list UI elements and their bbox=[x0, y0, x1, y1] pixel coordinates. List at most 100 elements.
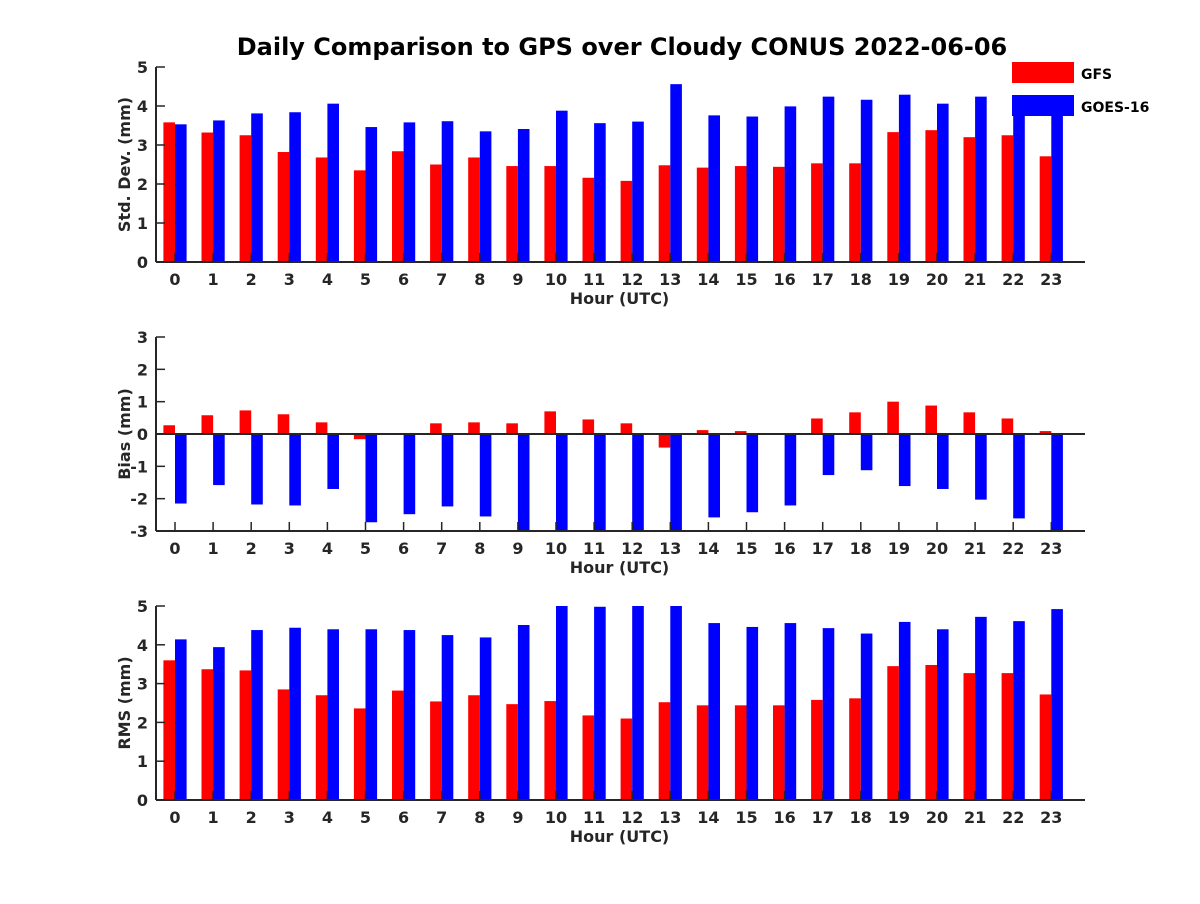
std-bar-gfs-22 bbox=[1001, 135, 1014, 262]
std-bar-goes16-14 bbox=[708, 115, 720, 262]
std-bar-goes16-13 bbox=[670, 84, 682, 262]
rms-bar-gfs-1 bbox=[201, 669, 214, 800]
bias-xtick-label: 20 bbox=[926, 539, 948, 558]
bias-bar-goes16-3 bbox=[289, 434, 301, 506]
bias-bar-goes16-0 bbox=[175, 434, 187, 504]
bias-bar-goes16-14 bbox=[708, 434, 720, 518]
bias-bar-goes16-12 bbox=[632, 434, 644, 531]
bias-xtick-label: 3 bbox=[284, 539, 295, 558]
rms-bar-gfs-23 bbox=[1039, 694, 1052, 800]
rms-xlabel: Hour (UTC) bbox=[570, 827, 670, 846]
std-bar-gfs-14 bbox=[696, 167, 709, 262]
std-bar-goes16-17 bbox=[822, 96, 835, 262]
bias-bar-goes16-22 bbox=[1013, 434, 1025, 519]
bias-bar-gfs-1 bbox=[201, 415, 214, 434]
bias-xtick-label: 2 bbox=[246, 539, 257, 558]
bias-bar-goes16-2 bbox=[251, 434, 263, 505]
bias-bar-gfs-7 bbox=[430, 423, 442, 434]
std-bar-gfs-13 bbox=[658, 165, 671, 262]
bias-bar-goes16-18 bbox=[860, 434, 873, 471]
rms-bar-gfs-22 bbox=[1001, 673, 1014, 800]
bias-bar-gfs-9 bbox=[506, 423, 518, 434]
rms-bar-goes16-11 bbox=[594, 606, 606, 800]
rms-bar-goes16-0 bbox=[175, 639, 187, 800]
std-bar-gfs-4 bbox=[315, 157, 328, 262]
rms-xtick-label: 2 bbox=[246, 808, 257, 827]
rms-bar-goes16-6 bbox=[403, 630, 416, 800]
std-bar-goes16-10 bbox=[556, 110, 568, 263]
std-ytick-label: 2 bbox=[137, 175, 148, 194]
bias-ytick-label: 3 bbox=[137, 328, 148, 347]
bias-xtick-label: 12 bbox=[621, 539, 643, 558]
std-ytick-label: 5 bbox=[137, 58, 148, 77]
std-xtick-label: 16 bbox=[773, 270, 795, 289]
bias-bar-gfs-23 bbox=[1039, 431, 1052, 434]
rms-bar-gfs-13 bbox=[658, 702, 671, 800]
std-xtick-label: 19 bbox=[888, 270, 910, 289]
std-xtick-label: 13 bbox=[659, 270, 681, 289]
std-ytick-label: 1 bbox=[137, 214, 148, 233]
std-xtick-label: 5 bbox=[360, 270, 371, 289]
std-bar-goes16-18 bbox=[860, 99, 873, 262]
rms-bar-gfs-8 bbox=[468, 695, 480, 800]
bias-bar-gfs-2 bbox=[239, 410, 252, 434]
rms-xtick-label: 10 bbox=[545, 808, 567, 827]
std-bar-goes16-1 bbox=[213, 120, 225, 263]
std-bar-goes16-19 bbox=[898, 94, 911, 262]
std-bar-gfs-15 bbox=[734, 166, 747, 262]
bias-ytick-label: -3 bbox=[130, 522, 148, 541]
rms-bar-goes16-4 bbox=[327, 629, 339, 800]
rms-bar-goes16-18 bbox=[860, 633, 873, 800]
legend-swatch-gfs bbox=[1012, 62, 1074, 83]
bias-bar-goes16-20 bbox=[937, 434, 949, 489]
std-xtick-label: 8 bbox=[474, 270, 485, 289]
rms-xtick-label: 13 bbox=[659, 808, 681, 827]
bias-ytick-label: -1 bbox=[130, 457, 148, 476]
bias-bar-gfs-12 bbox=[620, 423, 633, 434]
bias-bar-gfs-13 bbox=[658, 434, 671, 448]
rms-bar-goes16-12 bbox=[632, 606, 644, 800]
rms-bar-goes16-13 bbox=[670, 606, 682, 800]
rms-xtick-label: 22 bbox=[1002, 808, 1024, 827]
bias-bar-goes16-6 bbox=[403, 434, 416, 515]
std-xtick-label: 6 bbox=[398, 270, 409, 289]
rms-bar-gfs-14 bbox=[696, 705, 709, 800]
rms-bar-goes16-21 bbox=[975, 616, 987, 800]
std-bar-gfs-11 bbox=[582, 177, 595, 262]
rms-ytick-label: 5 bbox=[137, 597, 148, 616]
bias-bar-goes16-4 bbox=[327, 434, 339, 489]
std-bar-goes16-8 bbox=[479, 131, 492, 262]
rms-bar-gfs-2 bbox=[239, 670, 252, 800]
legend-label-gfs: GFS bbox=[1081, 67, 1112, 83]
bias-bar-goes16-23 bbox=[1051, 434, 1063, 531]
std-xtick-label: 18 bbox=[850, 270, 872, 289]
std-bar-gfs-0 bbox=[163, 122, 175, 262]
std-bar-goes16-4 bbox=[327, 103, 339, 262]
rms-ytick-label: 3 bbox=[137, 675, 148, 694]
rms-xtick-label: 1 bbox=[208, 808, 219, 827]
rms-bar-gfs-19 bbox=[887, 666, 899, 800]
rms-bar-gfs-5 bbox=[353, 708, 366, 800]
bias-xlabel: Hour (UTC) bbox=[570, 558, 670, 577]
bias-bar-goes16-10 bbox=[556, 434, 568, 531]
rms-bar-gfs-21 bbox=[963, 673, 976, 800]
rms-xtick-label: 15 bbox=[735, 808, 757, 827]
bias-xtick-label: 17 bbox=[812, 539, 834, 558]
std-bar-gfs-21 bbox=[963, 137, 976, 262]
std-bar-goes16-2 bbox=[251, 113, 263, 262]
bias-bar-gfs-5 bbox=[353, 434, 366, 440]
std-bar-gfs-1 bbox=[201, 132, 214, 262]
bias-bar-goes16-15 bbox=[746, 434, 759, 513]
bias-xtick-label: 8 bbox=[474, 539, 485, 558]
std-xtick-label: 20 bbox=[926, 270, 948, 289]
rms-bar-goes16-23 bbox=[1051, 609, 1063, 800]
rms-xtick-label: 19 bbox=[888, 808, 910, 827]
std-bar-gfs-19 bbox=[887, 132, 899, 262]
rms-ytick-label: 2 bbox=[137, 713, 148, 732]
std-bar-gfs-20 bbox=[925, 130, 937, 262]
rms-bar-gfs-10 bbox=[544, 701, 556, 800]
rms-xtick-label: 4 bbox=[322, 808, 333, 827]
bias-bar-gfs-19 bbox=[887, 401, 899, 434]
bias-bar-goes16-5 bbox=[365, 434, 378, 523]
